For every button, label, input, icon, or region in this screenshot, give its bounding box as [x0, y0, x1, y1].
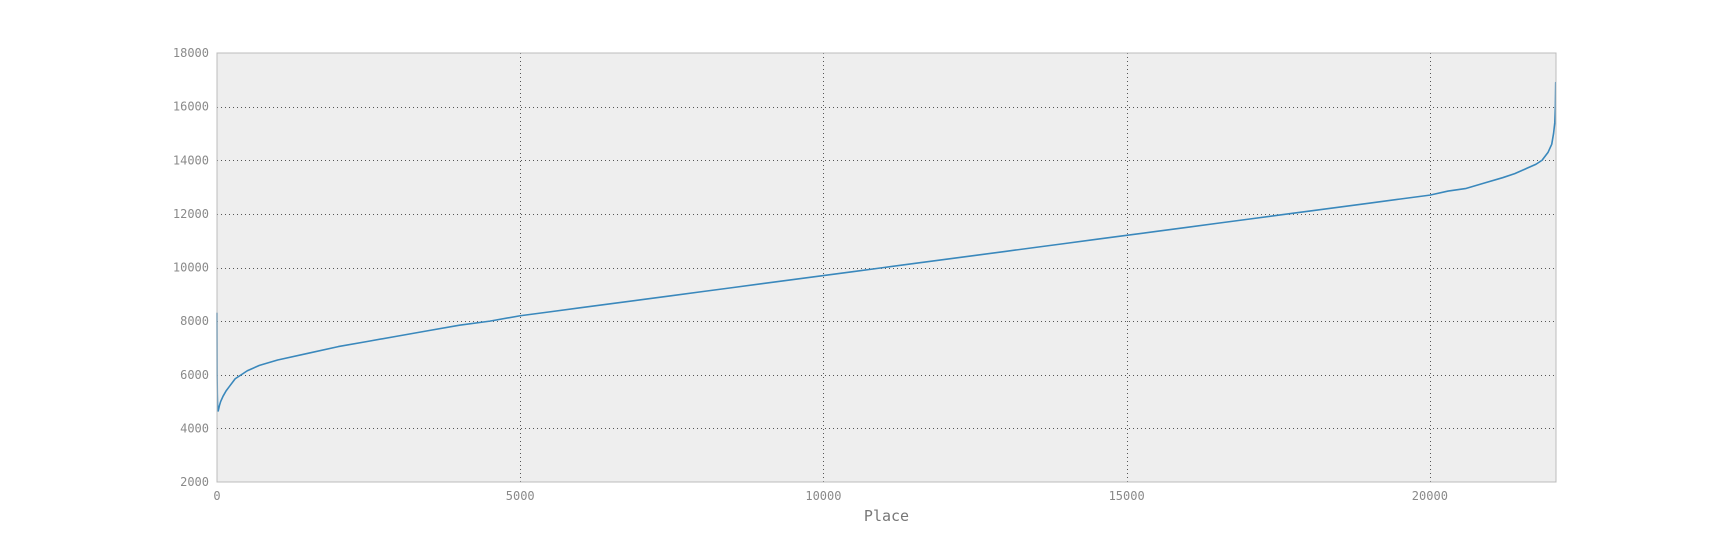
y-tick-label: 2000 — [180, 475, 209, 489]
y-tick-label: 18000 — [173, 46, 209, 60]
x-tick-label: 20000 — [1412, 489, 1448, 503]
axes-frame — [216, 52, 1557, 483]
y-tick-label: 6000 — [180, 368, 209, 382]
x-tick-label: 15000 — [1109, 489, 1145, 503]
series-line — [216, 81, 1557, 412]
y-tick-label: 10000 — [173, 261, 209, 275]
tick-labels: 0 5000 10000 15000 20000 2000 4000 6000 8000 1000… — [173, 46, 1448, 503]
y-tick-label: 16000 — [173, 100, 209, 114]
y-tick-label: 14000 — [173, 153, 209, 167]
series-layer — [216, 81, 1557, 412]
x-tick-label: 0 — [213, 489, 220, 503]
x-axis-label: Place — [864, 507, 909, 525]
y-tick-label: 8000 — [180, 314, 209, 328]
y-tick-label: 12000 — [173, 207, 209, 221]
y-tick-label: 4000 — [180, 421, 209, 435]
x-tick-label: 10000 — [805, 489, 841, 503]
x-tick-label: 5000 — [506, 489, 535, 503]
